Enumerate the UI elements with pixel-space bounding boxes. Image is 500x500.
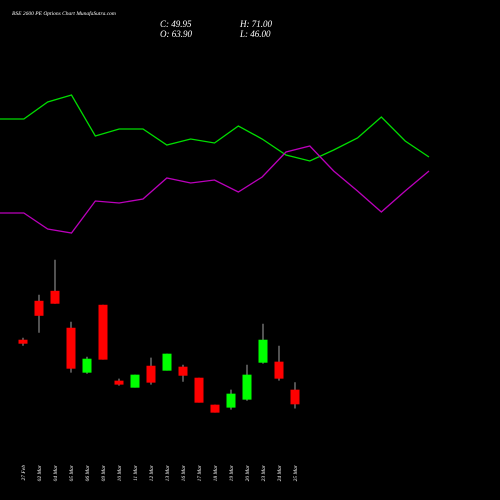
x-tick-label: 05 Mar (69, 464, 75, 481)
x-tick-label: 04 Mar (52, 464, 59, 481)
candle-body (34, 300, 44, 316)
x-tick-label: 18 Mar (213, 464, 219, 481)
candle-body (18, 339, 28, 344)
x-tick-label: 02 Mar (37, 464, 43, 481)
candle-body (226, 393, 236, 408)
x-tick-label: 19 Mar (229, 464, 235, 481)
candle-body (290, 389, 300, 405)
x-tick-label: 24 Mar (276, 464, 283, 481)
candle-body (50, 290, 60, 304)
candle-body (114, 380, 124, 385)
indicator-line (0, 145, 430, 234)
candle-body (146, 365, 156, 383)
x-tick-label: 16 Mar (181, 464, 187, 481)
x-tick-label: 06 Mar (85, 464, 91, 481)
x-tick-label: 11 Mar (133, 464, 139, 481)
candle-body (66, 327, 76, 369)
x-tick-label: 25 Mar (293, 464, 299, 481)
candle-body (274, 361, 284, 379)
chart-title: BSE 2600 PE Options Chart MunafaSutra.co… (12, 10, 116, 17)
candle-body (258, 339, 268, 363)
open-label: O: 63.90 (160, 29, 192, 39)
candle-body (162, 353, 172, 371)
x-tick-label: 23 Mar (261, 464, 267, 481)
low-label: L: 46.00 (239, 29, 271, 39)
x-tick-label: 20 Mar (245, 464, 251, 481)
x-tick-label: 12 Mar (149, 464, 155, 481)
high-label: H: 71.00 (239, 19, 272, 29)
candle-body (130, 374, 140, 388)
x-tick-label: 27 Feb (21, 465, 27, 481)
x-tick-label: 17 Mar (197, 464, 203, 481)
candle-body (98, 304, 108, 360)
indicator-line (0, 94, 430, 162)
candle-body (82, 358, 92, 373)
x-tick-label: 10 Mar (117, 464, 123, 481)
candle-body (178, 366, 188, 376)
x-tick-label: 13 Mar (165, 464, 171, 481)
candle-body (194, 377, 204, 403)
candle-body (210, 404, 220, 413)
close-label: C: 49.95 (160, 19, 192, 29)
x-tick-label: 09 Mar (101, 464, 107, 481)
candle-body (242, 374, 252, 400)
